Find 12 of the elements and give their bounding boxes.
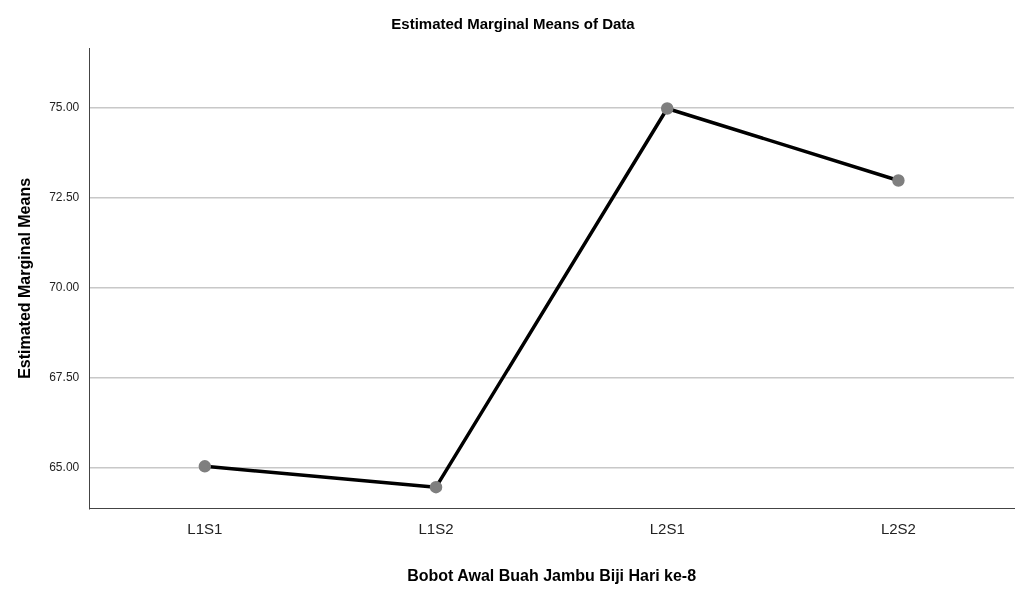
x-tick-label: L2S2	[880, 519, 916, 537]
y-tick-label: 67.50	[49, 369, 80, 384]
y-tick-label: 72.50	[49, 189, 80, 204]
y-tick-label: 70.00	[49, 279, 80, 294]
x-tick-label: L1S2	[418, 519, 454, 537]
x-tick-label: L2S1	[649, 519, 685, 537]
y-tick-label: 65.00	[49, 459, 80, 474]
y-axis-title: Estimated Marginal Means	[16, 177, 34, 379]
chart-title: Estimated Marginal Means of Data	[391, 15, 636, 33]
x-axis-title: Bobot Awal Buah Jambu Biji Hari ke-8	[407, 566, 697, 584]
x-tick-label: L1S1	[187, 519, 223, 537]
y-tick-label: 75.00	[49, 99, 80, 114]
